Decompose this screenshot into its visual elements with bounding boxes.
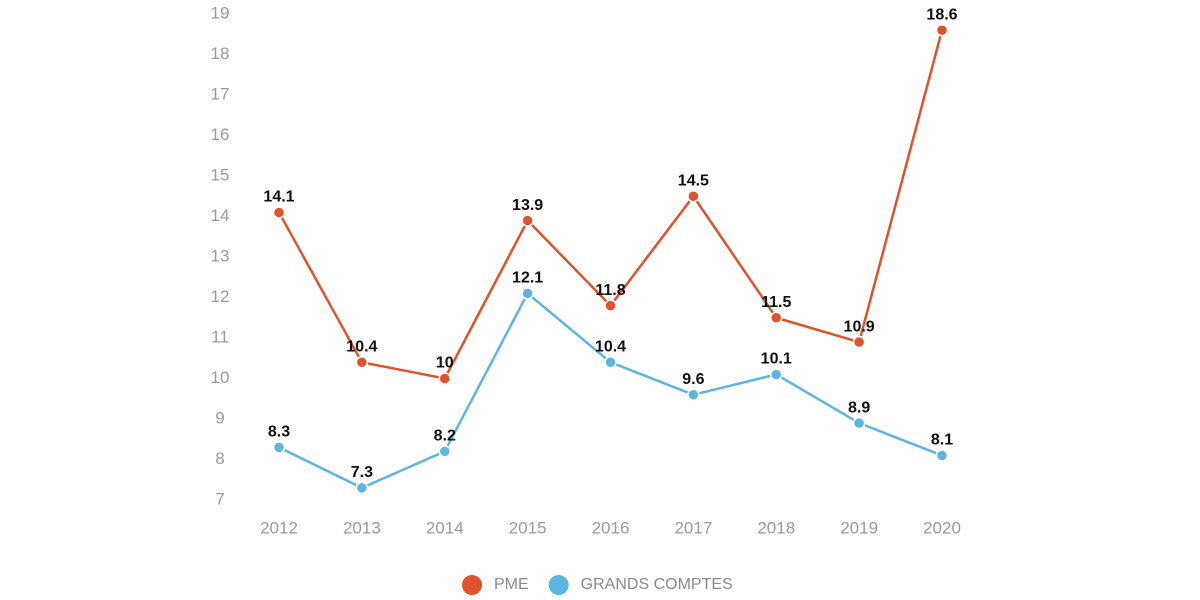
y-tick-label: 8 <box>215 449 224 468</box>
y-tick-label: 16 <box>211 125 230 144</box>
legend-label: GRANDS COMPTES <box>581 576 733 593</box>
data-point <box>272 206 286 219</box>
data-label: 12.1 <box>512 270 543 287</box>
data-label: 10.1 <box>761 351 792 368</box>
data-label: 10.4 <box>595 339 626 356</box>
data-label: 9.6 <box>682 371 704 388</box>
data-point <box>687 388 700 401</box>
data-label: 14.5 <box>678 172 709 189</box>
data-point <box>604 299 617 312</box>
legend-marker <box>548 575 569 595</box>
x-tick-label: 2016 <box>592 518 630 537</box>
x-tick-label: 2019 <box>840 518 878 537</box>
y-tick-label: 13 <box>211 246 230 265</box>
data-label: 11.8 <box>595 282 625 299</box>
data-label: 7.3 <box>351 464 373 481</box>
legend-label: PME <box>494 576 529 593</box>
legend-marker <box>462 575 482 595</box>
data-point <box>355 356 369 369</box>
data-point <box>604 356 617 369</box>
x-tick-label: 2012 <box>260 518 298 537</box>
y-tick-label: 12 <box>211 287 230 306</box>
data-label: 8.3 <box>268 424 290 441</box>
data-point <box>521 214 534 227</box>
x-tick-label: 2020 <box>923 518 961 537</box>
y-tick-label: 10 <box>211 368 230 387</box>
series-line <box>277 29 944 380</box>
x-tick-label: 2013 <box>343 518 381 537</box>
data-point <box>355 481 369 495</box>
y-tick-label: 18 <box>211 44 230 63</box>
data-point <box>852 416 866 430</box>
data-label: 8.1 <box>931 432 953 449</box>
y-tick-label: 17 <box>211 84 230 103</box>
y-tick-label: 9 <box>215 408 224 427</box>
x-tick-label: 2018 <box>757 518 795 537</box>
data-point <box>770 368 783 381</box>
x-tick-label: 2015 <box>509 518 547 537</box>
data-point <box>521 287 534 300</box>
data-label: 11.5 <box>761 294 791 311</box>
data-label: 10.4 <box>346 339 377 356</box>
y-tick-label: 7 <box>215 489 224 508</box>
data-label: 14.1 <box>263 189 294 206</box>
data-point <box>935 23 949 37</box>
data-label: 8.9 <box>848 399 870 416</box>
data-point <box>438 445 451 458</box>
series-line <box>278 291 943 490</box>
data-label: 18.6 <box>926 6 957 23</box>
data-label: 10 <box>436 355 454 372</box>
data-point <box>272 441 286 454</box>
data-point <box>438 372 451 385</box>
x-tick-label: 2014 <box>426 518 464 537</box>
y-tick-label: 14 <box>211 206 230 225</box>
x-tick-label: 2017 <box>674 518 712 537</box>
data-label: 10.9 <box>844 318 875 335</box>
data-point <box>935 449 949 462</box>
data-label: 8.2 <box>434 428 456 445</box>
y-tick-label: 11 <box>211 327 229 346</box>
data-label: 13.9 <box>512 197 543 214</box>
data-point <box>687 190 700 203</box>
data-point <box>770 311 783 324</box>
y-tick-label: 15 <box>211 165 230 184</box>
y-tick-label: 19 <box>211 3 230 22</box>
data-point <box>852 335 866 349</box>
